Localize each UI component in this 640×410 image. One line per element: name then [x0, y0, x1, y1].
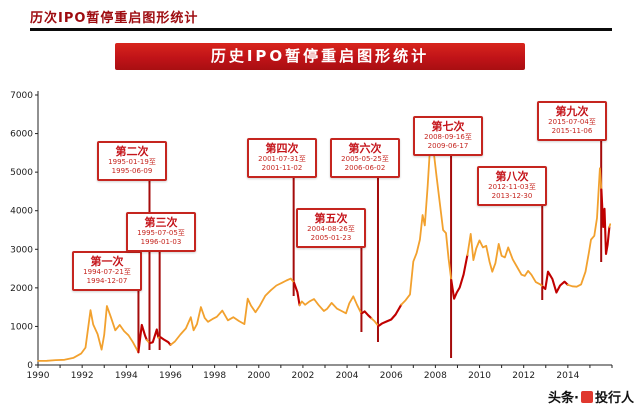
index-line [608, 223, 612, 228]
x-tick-label: 1990 [27, 371, 50, 381]
watermark-name: 投行人 [594, 391, 634, 406]
y-tick-label: 0 [27, 361, 33, 371]
x-tick-label: 2002 [291, 371, 314, 381]
y-tick-label: 7000 [10, 91, 33, 101]
index-line-suspended [450, 254, 469, 300]
index-line-suspended [600, 188, 611, 255]
x-tick-label: 2006 [380, 371, 403, 381]
x-tick-label: 2008 [424, 371, 447, 381]
page-title: 历次IPO暂停重启图形统计 [30, 11, 199, 26]
chart-title-banner: 历史IPO暂停重启图形统计 [115, 43, 525, 70]
watermark: 头条· 投行人 [548, 387, 634, 406]
x-tick-label: 1992 [71, 371, 94, 381]
index-line-suspended [148, 328, 160, 345]
x-tick-label: 2004 [336, 371, 359, 381]
index-line [370, 317, 380, 327]
y-tick-label: 3000 [10, 245, 33, 255]
index-line-suspended [159, 336, 172, 346]
index-line [400, 130, 453, 306]
chart-title: 历史IPO暂停重启图形统计 [210, 47, 430, 65]
x-tick-label: 1994 [115, 371, 138, 381]
toutiao-logo-icon [580, 390, 593, 403]
index-line-suspended [541, 270, 569, 294]
index-line [466, 232, 544, 288]
y-tick-label: 5000 [10, 168, 33, 178]
x-tick-label: 2000 [247, 371, 270, 381]
y-tick-label: 2000 [10, 284, 33, 294]
x-tick-label: 1998 [203, 371, 226, 381]
y-tick-label: 4000 [10, 207, 33, 217]
index-line [37, 305, 140, 362]
y-tick-label: 1000 [10, 322, 33, 332]
x-tick-label: 2012 [512, 371, 535, 381]
index-line-suspended [137, 323, 148, 354]
index-line [566, 167, 603, 288]
x-tick-label: 2014 [556, 371, 579, 381]
index-line [298, 295, 363, 315]
x-tick-label: 2010 [468, 371, 491, 381]
index-line-suspended [360, 310, 373, 320]
title-divider [30, 28, 612, 31]
watermark-prefix: 头条· [548, 391, 579, 406]
index-line-suspended [293, 281, 301, 307]
index-line [169, 277, 296, 346]
x-tick-label: 1996 [159, 371, 182, 381]
y-tick-label: 6000 [10, 130, 33, 140]
index-line-suspended [377, 303, 403, 328]
